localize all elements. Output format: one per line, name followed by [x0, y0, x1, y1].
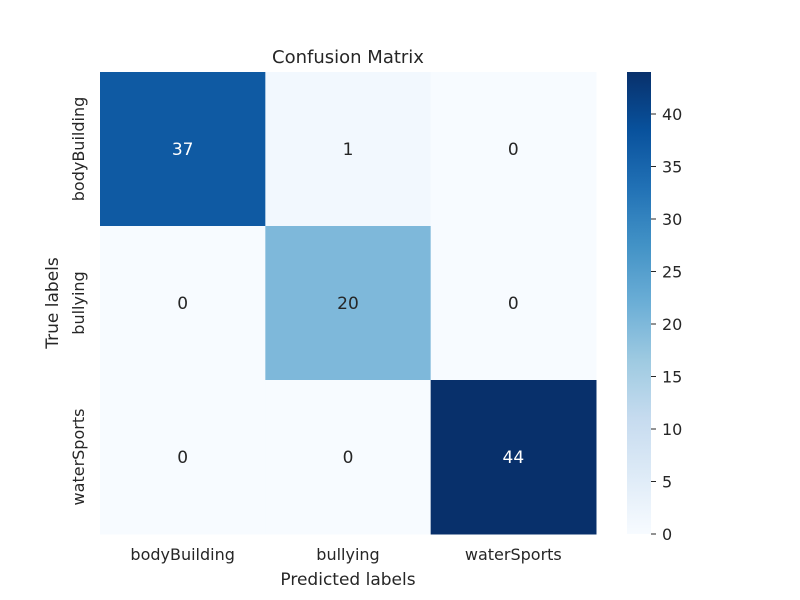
y-tick-label: waterSports [69, 409, 88, 506]
colorbar-tick-label: 20 [662, 315, 682, 334]
colorbar-tick-label: 15 [662, 368, 682, 387]
cell-value-label: 0 [508, 140, 519, 160]
heatmap-cell [100, 380, 266, 535]
y-axis-label: True labels [43, 257, 63, 350]
cell-value-label: 0 [177, 294, 188, 314]
colorbar-tick-label: 30 [662, 210, 682, 229]
colorbar-tick-label: 40 [662, 105, 682, 124]
cell-value-label: 0 [508, 294, 519, 314]
y-tick-label: bodyBuilding [69, 97, 88, 201]
colorbar [627, 72, 651, 534]
y-tick-label: bullying [69, 271, 88, 334]
heatmap-cell [100, 72, 266, 227]
heatmap-cell [265, 226, 432, 381]
heatmap-cells: 37 1 0 0 20 0 0 0 44 [100, 72, 597, 535]
cell-value-label: 0 [177, 448, 188, 468]
heatmap-cell [265, 72, 432, 227]
cell-value-label: 37 [172, 140, 194, 160]
x-axis-label: Predicted labels [280, 570, 415, 590]
heatmap-cell [430, 226, 597, 381]
colorbar-tick-label: 0 [662, 525, 672, 544]
x-tick-label: bodyBuilding [130, 545, 234, 564]
colorbar-ticks: 0 5 10 15 20 25 30 35 40 [651, 105, 682, 544]
y-tick-labels: bodyBuilding bullying waterSports [69, 97, 88, 506]
heatmap-cell [265, 380, 432, 535]
cell-value-label: 1 [343, 140, 354, 160]
colorbar-tick-label: 35 [662, 158, 682, 177]
cell-value-label: 20 [337, 294, 359, 314]
heatmap-cell [100, 226, 266, 381]
colorbar-tick-label: 10 [662, 420, 682, 439]
heatmap-cell [430, 380, 597, 535]
heatmap-cell [430, 72, 597, 227]
cell-value-label: 44 [503, 448, 525, 468]
x-tick-labels: bodyBuilding bullying waterSports [130, 545, 561, 564]
x-tick-label: bullying [316, 545, 379, 564]
colorbar-tick-label: 5 [662, 473, 672, 492]
colorbar-tick-label: 25 [662, 263, 682, 282]
cell-value-label: 0 [343, 448, 354, 468]
chart-title: Confusion Matrix [272, 47, 424, 68]
x-tick-label: waterSports [465, 545, 562, 564]
